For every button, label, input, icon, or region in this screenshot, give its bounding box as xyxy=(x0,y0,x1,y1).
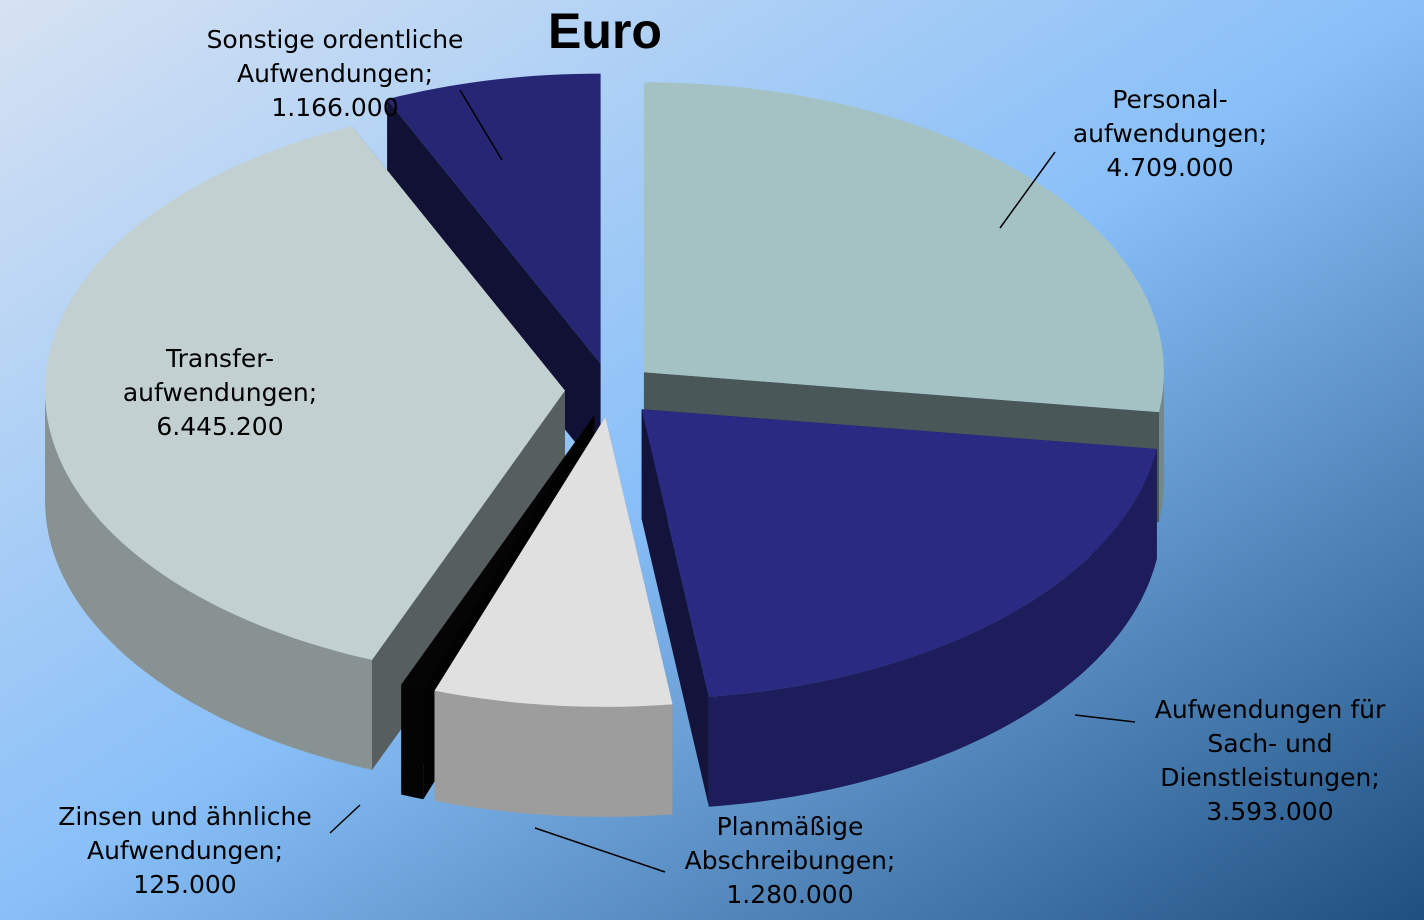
data-label-category: Sonstige ordentliche Aufwendungen; xyxy=(207,25,464,88)
data-label-value: 125.000 xyxy=(133,870,236,899)
slice-wall xyxy=(45,390,372,770)
label-line: Personal- xyxy=(1112,85,1227,114)
slice xyxy=(434,416,673,707)
label-line: Sach- und xyxy=(1207,729,1332,758)
label-line: Dienstleistungen; xyxy=(1160,763,1380,792)
label-line: Aufwendungen; xyxy=(237,59,433,88)
label-line: Zinsen und ähnliche xyxy=(58,802,312,831)
data-label-category: Zinsen und ähnliche Aufwendungen; xyxy=(58,802,312,865)
leader-line xyxy=(534,827,666,873)
slice-wall xyxy=(1159,372,1164,523)
data-label-value: 6.445.200 xyxy=(156,412,283,441)
leader-line xyxy=(459,89,503,161)
label-line: Transfer- xyxy=(165,344,274,373)
label-line: aufwendungen; xyxy=(1073,119,1267,148)
label-line: Aufwendungen; xyxy=(87,836,283,865)
leader-line xyxy=(329,804,361,834)
label-line: aufwendungen; xyxy=(123,378,317,407)
slice-wall xyxy=(401,684,424,800)
label-line: Planmäßige xyxy=(717,812,864,841)
chart-title: Euro xyxy=(548,3,662,59)
data-label-value: 1.280.000 xyxy=(726,880,853,909)
data-label-category: Transfer-aufwendungen; xyxy=(123,344,317,407)
slice-wall xyxy=(434,690,673,817)
leader-line xyxy=(999,151,1056,229)
slice-wall xyxy=(708,449,1157,807)
slice xyxy=(45,126,565,660)
slice xyxy=(387,73,601,364)
data-label-category: Aufwendungen für Sach- und Dienstleistunge… xyxy=(1155,695,1386,792)
data-label-value: 3.593.000 xyxy=(1206,797,1333,826)
label-line: Sonstige ordentliche xyxy=(207,25,464,54)
slice xyxy=(643,82,1164,413)
data-label-value: 4.709.000 xyxy=(1106,153,1233,182)
label-line: Aufwendungen für xyxy=(1155,695,1386,724)
data-label-value: 1.166.000 xyxy=(271,93,398,122)
slice-side xyxy=(641,409,709,807)
slice xyxy=(401,415,595,690)
leader-line xyxy=(1074,714,1136,723)
slice xyxy=(641,409,1157,697)
data-label-category: Planmäßige Abschreibungen; xyxy=(685,812,896,875)
label-line: Abschreibungen; xyxy=(685,846,896,875)
data-label-category: Personal-aufwendungen; xyxy=(1073,85,1267,148)
